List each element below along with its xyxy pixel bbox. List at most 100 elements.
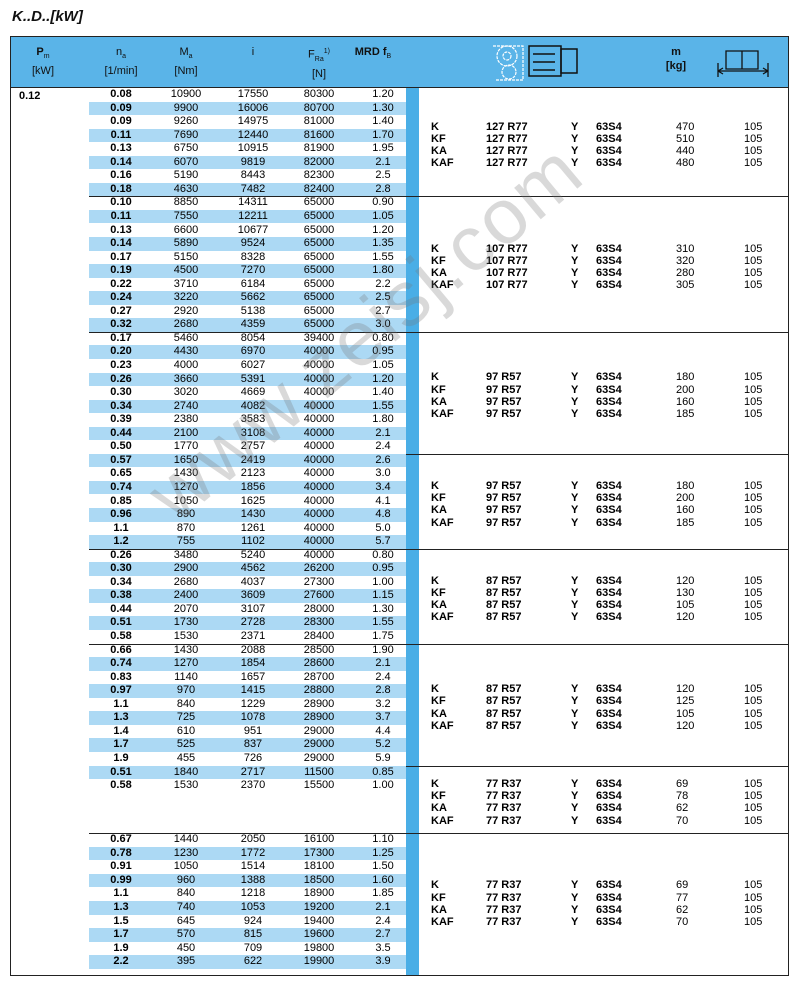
ma-cell: 6750 (173, 142, 199, 155)
page-ref: 105 (744, 395, 763, 408)
mrd-cell: 3.0 (375, 318, 391, 331)
type-label: K (431, 879, 439, 892)
y-label: Y (571, 491, 579, 504)
table-row: 1.3 725 1078 28900 3.7 (89, 711, 406, 725)
y-label: Y (571, 371, 579, 384)
type-line: KA 127 R77 Y 63S4 440 105 (431, 145, 781, 157)
gear-unit: 97 R57 (486, 479, 522, 492)
table-row: 0.14 5890 9524 65000 1.35 (89, 237, 406, 251)
na-cell: 0.39 (110, 413, 132, 426)
na-cell: 0.20 (110, 345, 132, 358)
type-label: KA (431, 903, 447, 916)
page-ref: 105 (744, 516, 763, 529)
y-label: Y (571, 802, 579, 815)
mrd-cell: 2.5 (375, 291, 391, 304)
fra-cell: 81900 (303, 142, 335, 155)
page-ref: 105 (744, 132, 763, 145)
y-label: Y (571, 814, 579, 827)
mrd-cell: 0.95 (372, 562, 394, 575)
mrd-cell: 2.1 (375, 426, 391, 439)
fra-cell: 80700 (303, 101, 335, 114)
i-cell: 17550 (237, 88, 269, 100)
na-cell: 0.65 (110, 467, 132, 480)
page-ref: 105 (744, 504, 763, 517)
gear-unit: 77 R37 (486, 802, 522, 815)
fra-cell: 28500 (303, 643, 335, 656)
ma-cell: 1840 (173, 765, 199, 778)
ma-cell: 1140 (174, 670, 198, 683)
gear-unit-types: K 77 R37 Y 63S4 69 105 KF 77 R37 Y 63S4 77 105 KA 77 … (431, 879, 781, 928)
type-label: KF (431, 383, 446, 396)
y-label: Y (571, 408, 579, 421)
na-cell: 0.74 (110, 657, 132, 670)
y-label: Y (571, 516, 579, 529)
table-row: 0.34 2740 4082 40000 1.55 (89, 399, 406, 414)
type-line: K 107 R77 Y 63S4 310 105 (431, 243, 781, 255)
type-label: KA (431, 395, 447, 408)
fra-cell: 40000 (303, 359, 335, 371)
mrd-cell: 2.8 (375, 182, 391, 195)
na-cell: 0.27 (110, 304, 132, 317)
type-line: KF 97 R57 Y 63S4 200 105 (431, 384, 781, 396)
page-ref: 105 (744, 916, 763, 929)
mass: 120 (676, 682, 695, 695)
mass: 125 (676, 695, 695, 708)
fra-cell: 40000 (303, 467, 335, 480)
mass: 160 (676, 395, 695, 408)
y-label: Y (571, 132, 579, 145)
type-line: KF 77 R37 Y 63S4 77 105 (431, 892, 781, 904)
na-cell: 0.74 (110, 480, 132, 493)
header-m: m [kg] (665, 46, 687, 72)
mrd-cell: 2.1 (375, 155, 391, 168)
mrd-cell: 3.2 (375, 697, 391, 710)
fra-cell: 19900 (303, 955, 335, 968)
na-cell: 0.50 (110, 440, 132, 453)
ma-cell: 2740 (173, 399, 199, 412)
type-line: KF 77 R37 Y 63S4 78 105 (431, 790, 781, 802)
mrd-cell: 1.40 (372, 386, 394, 399)
i-cell: 2371 (240, 630, 266, 642)
ma-cell: 570 (176, 928, 196, 941)
type-label: KA (431, 267, 447, 280)
na-cell: 0.18 (110, 182, 132, 195)
fra-cell: 27600 (303, 589, 335, 602)
table-row: 0.85 1050 1625 40000 4.1 (89, 495, 406, 509)
type-line: KF 87 R57 Y 63S4 125 105 (431, 695, 781, 707)
ma-cell: 1050 (173, 860, 199, 873)
na-cell: 0.17 (110, 250, 132, 263)
ma-cell: 1230 (173, 846, 199, 859)
table-row: 0.23 4000 6027 40000 1.05 (89, 359, 406, 373)
na-cell: 0.58 (110, 630, 132, 642)
i-cell: 8054 (240, 331, 266, 344)
mrd-cell: 1.30 (372, 101, 394, 114)
gear-unit: 127 R77 (486, 120, 528, 133)
page-ref: 105 (744, 790, 763, 803)
na-cell: 0.57 (110, 453, 132, 466)
na-cell: 0.09 (110, 101, 132, 114)
mrd-cell: 5.7 (375, 535, 391, 548)
table-row: 0.27 2920 5138 65000 2.7 (89, 305, 406, 319)
mrd-cell: 1.95 (372, 142, 394, 155)
i-cell: 1218 (240, 887, 266, 900)
ma-cell: 1430 (173, 467, 199, 480)
table-row: 0.74 1270 1854 28600 2.1 (89, 657, 406, 671)
mrd-cell: 1.60 (372, 873, 394, 886)
fra-cell: 65000 (303, 277, 335, 290)
selection-table: Pm [kW] na [1/min] Ma [Nm] i FRa1) [N] MRD f… (10, 36, 789, 976)
mass: 200 (676, 491, 695, 504)
ma-cell: 5190 (173, 169, 199, 182)
motor-type: 63S4 (596, 891, 622, 904)
table-row: 1.1 870 1261 40000 5.0 (89, 522, 406, 536)
ma-cell: 5890 (173, 237, 199, 250)
table-row: 0.20 4430 6970 40000 0.95 (89, 345, 406, 359)
gear-unit: 77 R37 (486, 777, 522, 790)
ma-cell: 4630 (173, 182, 199, 195)
type-label: KAF (431, 279, 454, 292)
fra-cell: 19800 (303, 941, 335, 954)
mrd-cell: 1.55 (372, 616, 394, 629)
gear-unit: 127 R77 (486, 157, 528, 170)
type-line: KA 77 R37 Y 63S4 62 105 (431, 802, 781, 814)
mass: 130 (676, 586, 695, 599)
fra-cell: 40000 (303, 548, 335, 561)
motor-type: 63S4 (596, 242, 622, 255)
